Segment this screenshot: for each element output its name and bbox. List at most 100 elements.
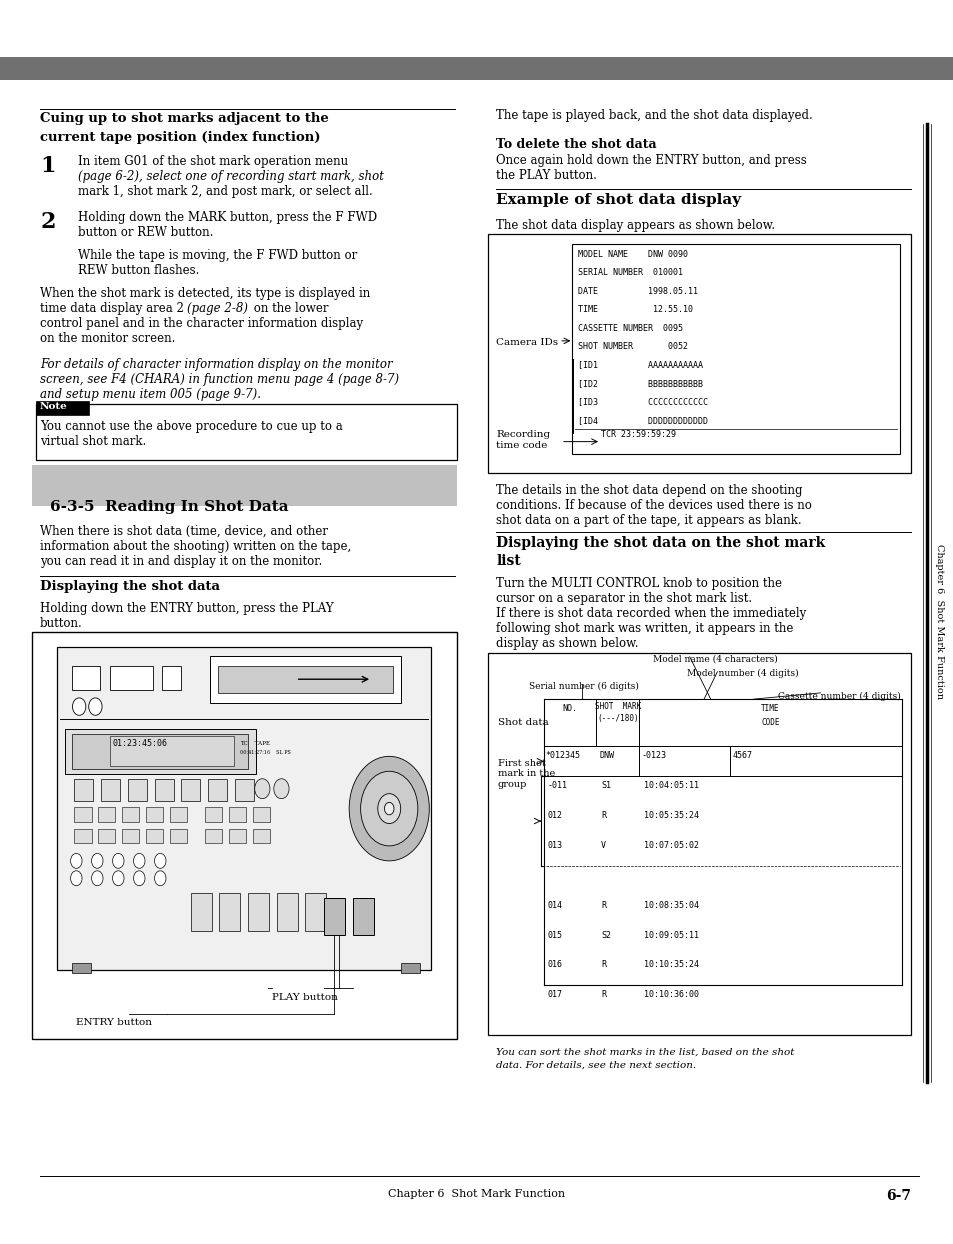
Text: 6-3-5  Reading In Shot Data: 6-3-5 Reading In Shot Data [50,500,288,514]
Bar [101,779,120,801]
Text: Cassette number (4 digits): Cassette number (4 digits) [777,692,900,700]
Bar [170,807,187,822]
Text: following shot mark was written, it appears in the: following shot mark was written, it appe… [496,622,793,634]
Text: PLAY button: PLAY button [272,993,337,1001]
Text: NO.: NO. [562,704,577,713]
Bar [248,893,269,931]
Text: R: R [600,960,605,969]
Text: Serial number (6 digits): Serial number (6 digits) [529,682,639,690]
Bar [71,666,100,690]
Text: [ID4          DDDDDDDDDDDD: [ID4 DDDDDDDDDDDD [578,415,707,424]
Bar [0,57,953,80]
Text: 013: 013 [547,841,562,850]
Text: Recording
time code: Recording time code [496,430,550,450]
Bar [488,653,910,1035]
Circle shape [133,871,145,886]
Circle shape [71,853,82,868]
Text: virtual shot mark.: virtual shot mark. [40,435,146,448]
Text: 017: 017 [547,990,562,999]
Bar [181,779,200,801]
Text: 014: 014 [547,901,562,909]
Text: shot data on a part of the tape, it appears as blank.: shot data on a part of the tape, it appe… [496,514,801,526]
Bar [170,829,187,843]
Text: 10:04:05:11: 10:04:05:11 [643,781,699,790]
Text: -0123: -0123 [641,751,666,760]
Circle shape [154,871,166,886]
Text: SHOT  MARK: SHOT MARK [594,702,640,710]
Text: Once again hold down the ENTRY button, and press: Once again hold down the ENTRY button, a… [496,154,806,167]
Text: REW button flashes.: REW button flashes. [78,264,199,276]
Text: [ID3          CCCCCCCCCCCC: [ID3 CCCCCCCCCCCC [578,397,707,407]
Bar [229,829,246,843]
Text: -011: -011 [547,781,567,790]
Text: 10:10:35:24: 10:10:35:24 [643,960,699,969]
Text: S1: S1 [600,781,610,790]
Text: The shot data display appears as shown below.: The shot data display appears as shown b… [496,219,775,231]
Bar [154,779,173,801]
Text: In item G01 of the shot mark operation menu: In item G01 of the shot mark operation m… [78,156,348,168]
Bar [146,829,163,843]
Text: First shot
mark in the
group: First shot mark in the group [497,759,555,789]
Text: DATE          1998.05.11: DATE 1998.05.11 [578,287,698,296]
Bar [205,829,222,843]
Text: SERIAL NUMBER  010001: SERIAL NUMBER 010001 [578,269,682,277]
Text: time data display area 2: time data display area 2 [40,302,188,315]
Text: screen, see F4 (CHARA) in function menu page 4 (page 8-7): screen, see F4 (CHARA) in function menu … [40,373,398,386]
Text: mark 1, shot mark 2, and post mark, or select all.: mark 1, shot mark 2, and post mark, or s… [78,185,373,198]
Text: [ID1          AAAAAAAAAAA: [ID1 AAAAAAAAAAA [578,361,702,369]
Bar [543,746,901,776]
Text: Model number (4 digits): Model number (4 digits) [686,669,798,678]
Text: 6-7: 6-7 [885,1189,910,1203]
Text: information about the shooting) written on the tape,: information about the shooting) written … [40,540,351,552]
Circle shape [112,871,124,886]
Circle shape [133,853,145,868]
Circle shape [274,779,289,799]
Circle shape [71,871,82,886]
Bar [146,807,163,822]
Text: S2: S2 [600,931,610,939]
Bar [32,632,456,1039]
Text: Chapter 6  Shot Mark Function: Chapter 6 Shot Mark Function [388,1189,565,1199]
Bar [98,807,115,822]
Text: 10:08:35:04: 10:08:35:04 [643,901,699,909]
Bar [572,244,899,454]
Text: 10:05:35:24: 10:05:35:24 [643,811,699,820]
Text: Model name (4 characters): Model name (4 characters) [653,654,778,663]
Text: control panel and in the character information display: control panel and in the character infor… [40,317,363,330]
Text: 00:41:27:16    SL PS: 00:41:27:16 SL PS [240,750,291,755]
Text: For details of character information display on the monitor: For details of character information dis… [40,358,393,371]
Bar [208,779,227,801]
Bar [219,893,240,931]
Text: TIME: TIME [760,704,779,713]
Text: TCR 23:59:59:29: TCR 23:59:59:29 [600,430,676,439]
Text: button or REW button.: button or REW button. [78,226,213,239]
Bar [71,963,91,973]
Text: 015: 015 [547,931,562,939]
Text: Note: Note [39,402,67,411]
Text: R: R [600,901,605,909]
Circle shape [377,794,400,824]
Text: 4567: 4567 [732,751,752,760]
Text: cursor on a separator in the shot mark list.: cursor on a separator in the shot mark l… [496,592,751,605]
Text: you can read it in and display it on the monitor.: you can read it in and display it on the… [40,555,322,567]
Text: CODE: CODE [760,718,779,726]
Text: CASSETTE NUMBER  0095: CASSETTE NUMBER 0095 [578,323,682,332]
Text: 10:07:05:02: 10:07:05:02 [643,841,699,850]
Circle shape [360,771,417,846]
Text: data. For details, see the next section.: data. For details, see the next section. [496,1061,696,1070]
Circle shape [91,853,103,868]
Bar [32,465,456,506]
Text: Example of shot data display: Example of shot data display [496,193,740,207]
Text: To delete the shot data: To delete the shot data [496,138,656,151]
Bar [324,898,345,935]
Text: Holding down the MARK button, press the F FWD: Holding down the MARK button, press the … [78,211,377,224]
Bar [305,893,326,931]
Circle shape [349,756,429,861]
Text: TIME           12.55.10: TIME 12.55.10 [578,305,693,315]
Bar [74,779,93,801]
Text: TC    TAPE: TC TAPE [240,741,270,746]
Text: Chapter 6  Shot Mark Function: Chapter 6 Shot Mark Function [934,545,943,699]
Text: on the lower: on the lower [250,302,328,315]
Text: and setup menu item 005 (page 9-7).: and setup menu item 005 (page 9-7). [40,388,261,401]
Bar [253,829,270,843]
